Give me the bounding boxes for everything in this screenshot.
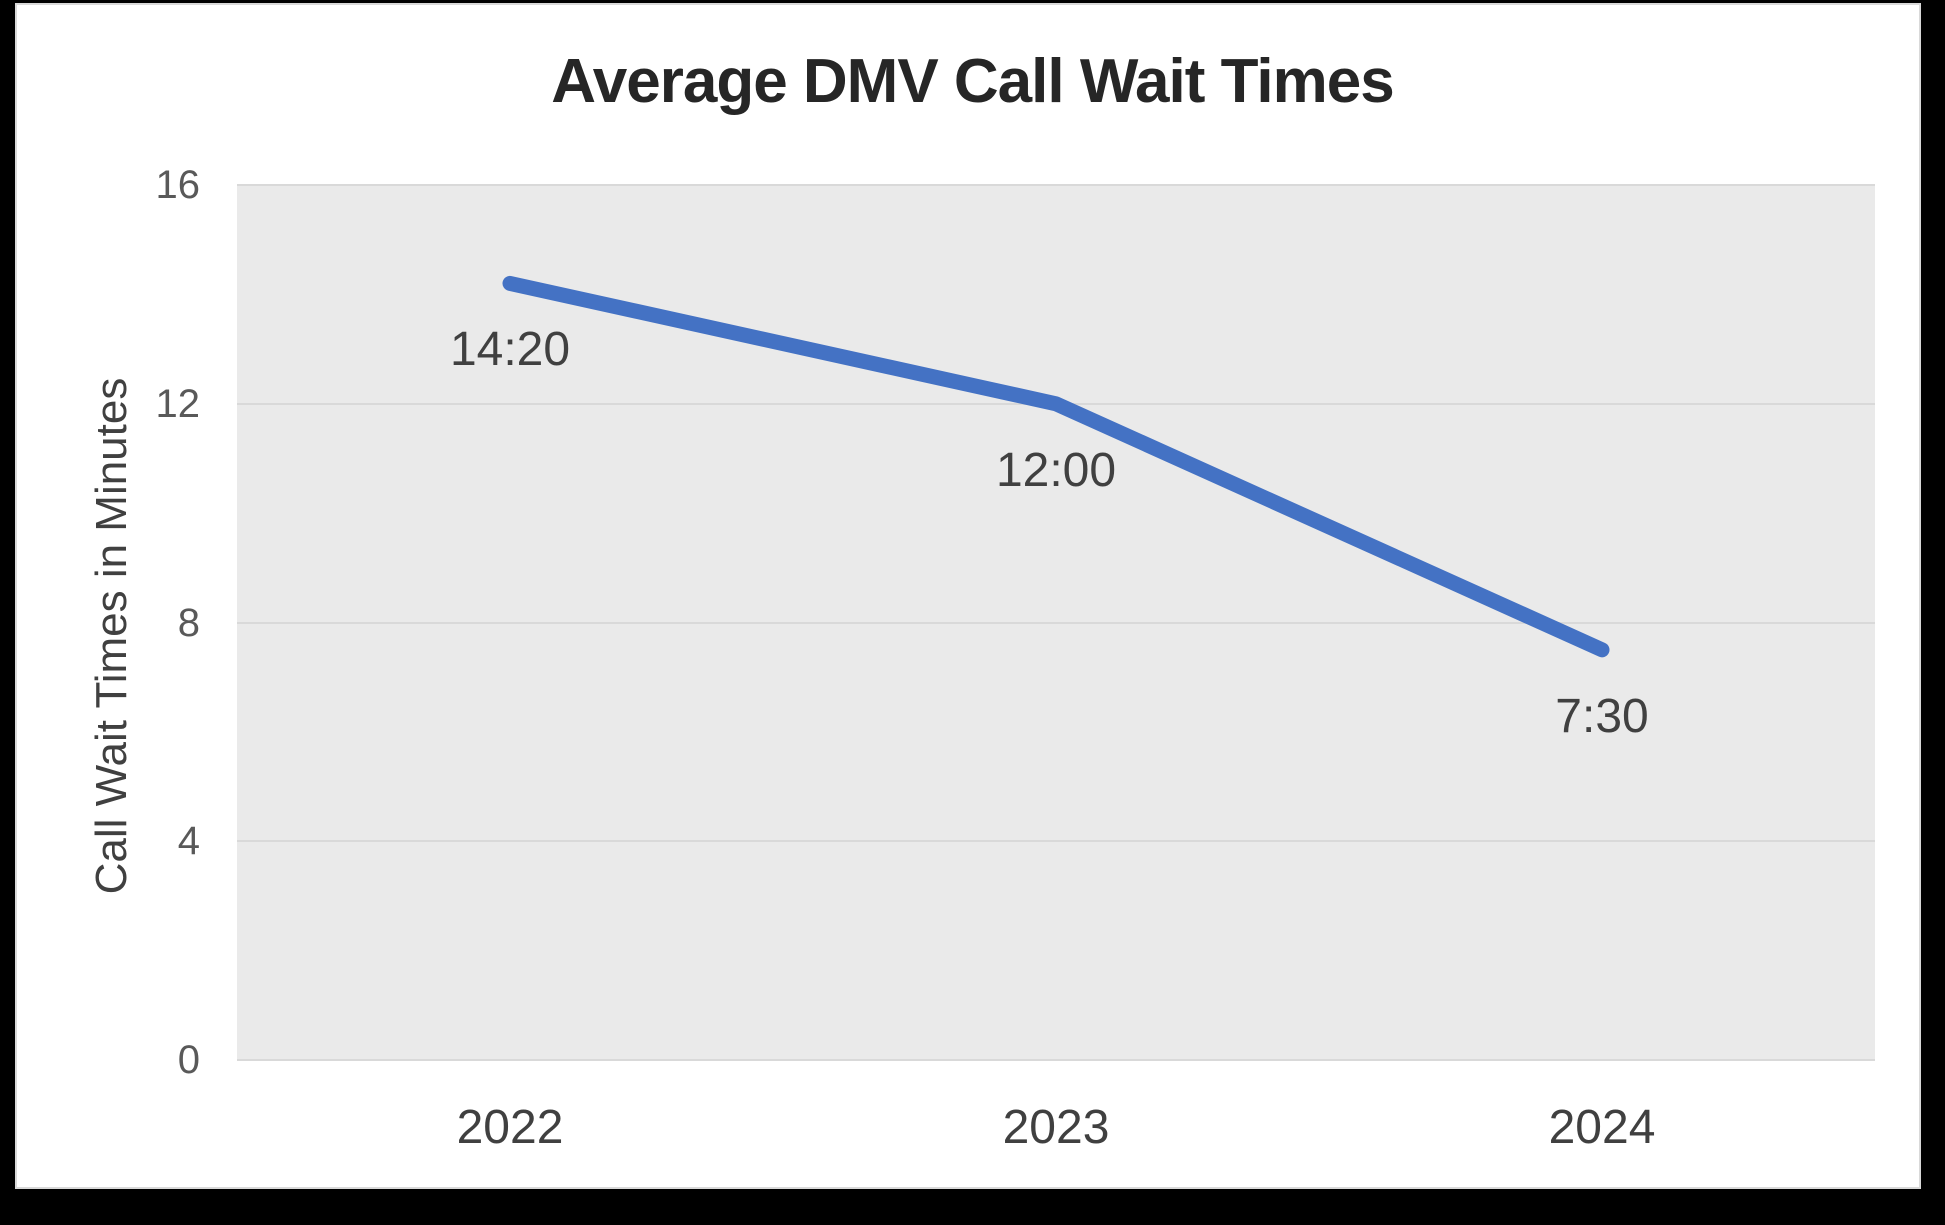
y-tick-label-12: 12 — [155, 381, 201, 426]
y-tick-label-0: 0 — [177, 1038, 200, 1082]
data-point-label-2022: 14:20 — [449, 323, 571, 377]
x-axis-label-2023: 2023 — [1002, 1101, 1110, 1154]
gridline-y-16 — [237, 184, 1875, 186]
data-point-label-2023: 12:00 — [995, 443, 1117, 497]
x-axis-label-2022: 2022 — [456, 1101, 564, 1154]
data-point-label-2024: 7:30 — [1555, 689, 1649, 743]
y-tick-label-4: 4 — [177, 819, 200, 864]
y-tick-label-8: 8 — [177, 600, 200, 645]
x-axis-label-2024: 2024 — [1548, 1101, 1656, 1154]
series-line — [502, 275, 1610, 658]
chart-title: Average DMV Call Wait Times — [551, 47, 1394, 116]
gridline-y-0 — [237, 1059, 1875, 1061]
y-tick-label-16: 16 — [155, 163, 201, 207]
gridline-y-4 — [237, 840, 1875, 843]
gridline-y-8 — [237, 621, 1875, 624]
